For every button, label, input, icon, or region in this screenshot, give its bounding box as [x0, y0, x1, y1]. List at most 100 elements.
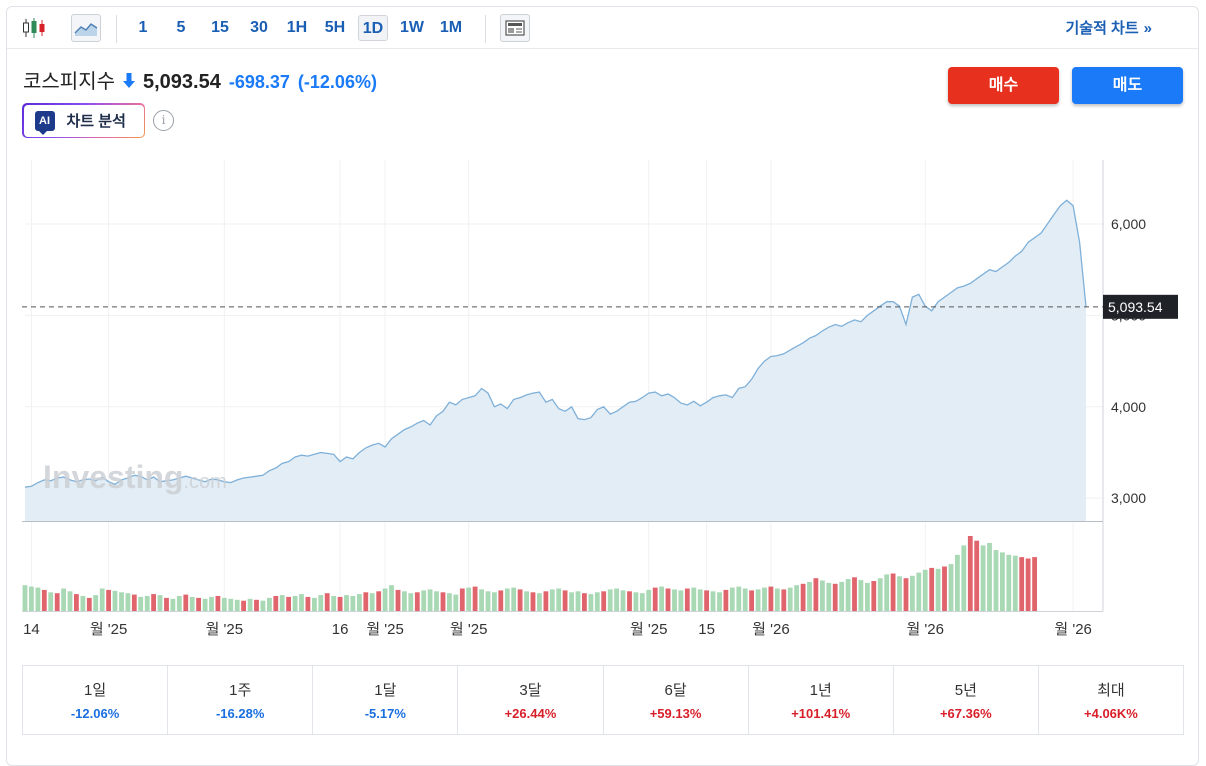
volume-bar — [440, 592, 446, 612]
volume-bar — [312, 597, 317, 611]
volume-bar — [704, 590, 709, 611]
price-change-percent: (-12.06%) — [297, 72, 377, 92]
candlestick-icon[interactable] — [19, 14, 49, 42]
volume-bar — [916, 572, 922, 611]
volume-bar — [961, 545, 967, 611]
volume-bar — [144, 596, 150, 611]
volume-bar — [376, 591, 382, 611]
performance-value: +67.36% — [939, 706, 992, 721]
timeframe-30[interactable]: 30 — [250, 19, 268, 36]
volume-bar — [350, 596, 356, 611]
volume-bar — [768, 586, 774, 611]
performance-value: -12.06% — [70, 706, 120, 721]
performance-value: +4.06K% — [1084, 706, 1138, 721]
volume-bar — [74, 594, 79, 611]
timeframe-1d[interactable]: 1D — [358, 15, 388, 41]
volume-bar — [459, 588, 465, 611]
performance-value: +26.44% — [504, 706, 557, 721]
ai-button-label: 차트 분석 — [66, 113, 126, 130]
last-price-badge — [1103, 294, 1178, 319]
volume-bar — [980, 545, 986, 611]
timeframe-1w[interactable]: 1W — [400, 19, 424, 36]
timeframe-1[interactable]: 1 — [138, 19, 148, 36]
volume-bar — [890, 573, 896, 611]
volume-bar — [594, 592, 600, 612]
timeframe-1h[interactable]: 1H — [286, 19, 308, 36]
timeframe-1m[interactable]: 1M — [439, 19, 463, 36]
volume-bar — [922, 569, 928, 612]
chart-widget: 기술적 차트» 1 5 15 30 1H 5H 1D 1W 1M 코스피지수 5,093.54 … — [6, 6, 1199, 766]
volume-bar — [247, 598, 253, 611]
volume-bar — [29, 586, 34, 611]
performance-period: 5년 — [954, 682, 977, 699]
ai-badge-icon: AI — [34, 110, 55, 135]
line-chart-icon[interactable] — [71, 14, 101, 42]
time-tick-label: 월 '25 — [366, 621, 404, 638]
volume-bar — [183, 594, 189, 611]
timeframe-5[interactable]: 5 — [176, 19, 186, 36]
volume-bar — [942, 566, 947, 611]
volume-bar — [254, 599, 259, 612]
performance-value: -5.17% — [364, 706, 406, 721]
volume-bar — [273, 596, 279, 611]
volume-bar — [260, 600, 266, 611]
volume-bar — [61, 588, 66, 611]
technical-chart-label: 기술적 차트 — [1065, 20, 1139, 37]
performance-value: +59.13% — [649, 706, 702, 721]
volume-bar — [832, 583, 838, 611]
volume-bar — [672, 589, 677, 611]
volume-bar — [138, 596, 144, 611]
volume-bar — [543, 591, 549, 611]
performance-period: 1달 — [374, 682, 397, 699]
last-price-label: 5,093.54 — [1108, 299, 1163, 315]
info-icon[interactable]: i — [153, 110, 174, 131]
volume-bar — [151, 594, 156, 611]
volume-bar — [337, 596, 343, 611]
sell-button[interactable]: 매도 — [1072, 67, 1183, 104]
volume-bar — [54, 593, 60, 611]
volume-bar — [884, 574, 890, 611]
volume-bar — [710, 591, 716, 611]
volume-bar — [369, 593, 375, 611]
price-tick-label: 4,000 — [1111, 399, 1146, 415]
volume-bar — [86, 597, 92, 611]
volume-bar — [762, 587, 767, 611]
performance-value: +101.41% — [791, 706, 851, 721]
time-axis: 14 월 '25 월 '25 16 월 '25 월 '25 월 '25 15 월 '26 월 '2… — [23, 621, 1092, 638]
volume-bar — [119, 592, 124, 612]
volume-bar — [691, 587, 697, 611]
volume-bar — [839, 581, 845, 611]
volume-bar — [729, 587, 735, 611]
volume-bar — [987, 543, 992, 611]
news-layout-icon[interactable] — [500, 14, 530, 42]
volume-bar — [993, 550, 999, 611]
technical-chart-link[interactable]: 기술적 차트» — [1065, 17, 1152, 38]
volume-bar — [99, 588, 105, 611]
volume-bar — [267, 597, 272, 611]
volume-bar — [48, 592, 54, 612]
volume-bar — [414, 592, 420, 612]
volume-bar — [389, 585, 394, 611]
ai-chart-analysis-button[interactable]: AI 차트 분석 — [22, 103, 145, 138]
price-change: -698.37 — [228, 72, 290, 92]
performance-value: -16.28% — [215, 706, 265, 721]
volume-bar — [492, 592, 497, 612]
volume-bar — [170, 598, 176, 611]
time-tick-label: 16 — [332, 621, 349, 638]
investing-watermark: Investing.com — [43, 459, 227, 495]
volume-bar — [80, 596, 86, 611]
time-tick-label: 14 — [23, 621, 40, 638]
volume-bar — [820, 580, 825, 611]
toolbar-divider — [485, 15, 486, 43]
volume-bar — [241, 600, 246, 611]
volume-bar — [382, 588, 388, 611]
timeframe-15[interactable]: 15 — [211, 19, 229, 36]
timeframe-5h[interactable]: 5H — [324, 19, 346, 36]
buy-button[interactable]: 매수 — [948, 67, 1059, 104]
performance-period: 1일 — [83, 682, 107, 699]
volume-bar — [807, 581, 812, 611]
performance-cell: 1주 -16.28% — [168, 666, 314, 734]
volume-bar — [974, 540, 980, 611]
volume-bar — [569, 592, 574, 612]
